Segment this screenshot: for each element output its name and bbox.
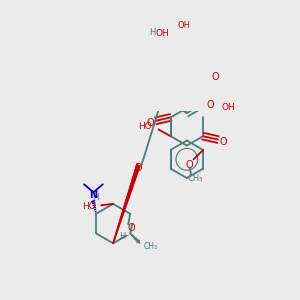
Text: N: N <box>89 190 98 200</box>
Text: H: H <box>92 193 98 202</box>
Text: HO: HO <box>82 202 96 211</box>
Polygon shape <box>113 165 140 243</box>
Text: O: O <box>206 100 214 110</box>
Text: CH₃: CH₃ <box>187 173 203 182</box>
Text: OH: OH <box>222 103 236 112</box>
Text: O: O <box>186 160 194 170</box>
Text: O: O <box>135 163 142 173</box>
Text: O: O <box>212 72 220 82</box>
Text: O: O <box>128 223 135 232</box>
Text: H: H <box>119 232 126 241</box>
Text: H: H <box>149 28 155 37</box>
Text: OH: OH <box>178 21 191 30</box>
Text: O: O <box>219 136 227 146</box>
Text: HO: HO <box>138 122 152 131</box>
Text: O: O <box>147 118 154 128</box>
Text: OH: OH <box>156 29 170 38</box>
Polygon shape <box>187 81 202 88</box>
Text: CH₃: CH₃ <box>144 242 158 251</box>
